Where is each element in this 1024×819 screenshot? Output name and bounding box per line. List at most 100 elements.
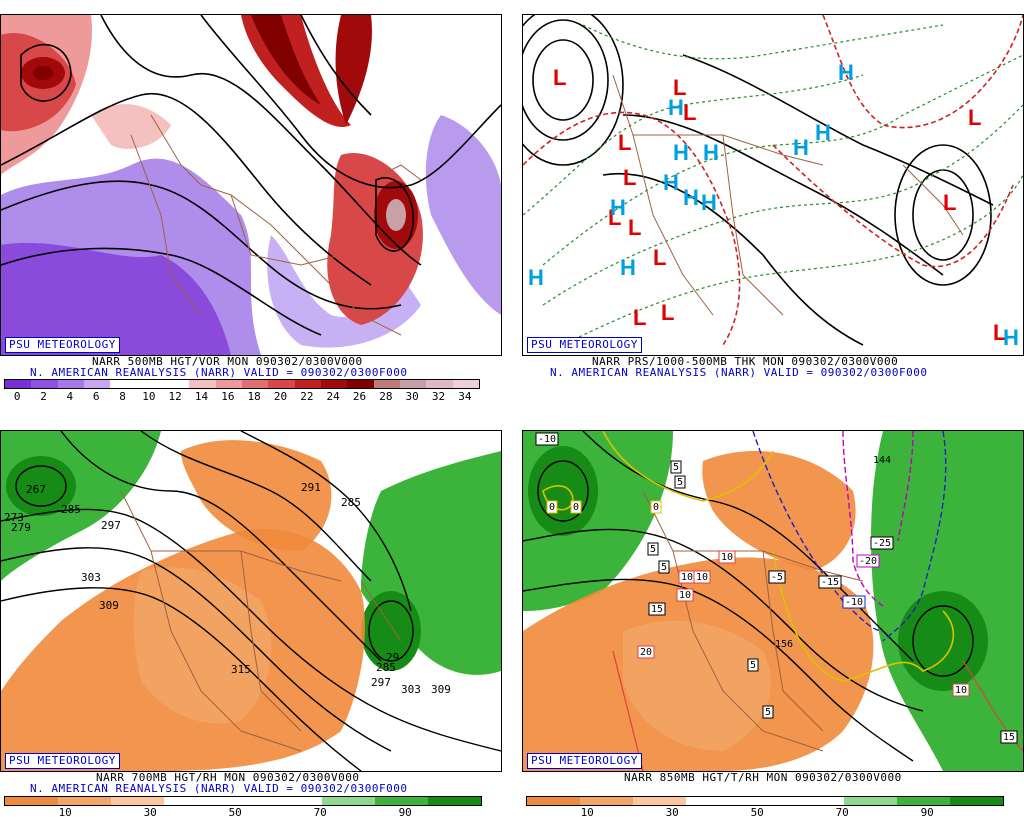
scale-swatch bbox=[216, 797, 270, 805]
scale-label: 10 bbox=[142, 390, 156, 403]
scale-swatch bbox=[136, 380, 163, 388]
svg-text:5: 5 bbox=[765, 707, 771, 718]
svg-text:303: 303 bbox=[401, 683, 421, 696]
rh-color-scale bbox=[4, 796, 482, 806]
svg-text:H: H bbox=[668, 95, 684, 120]
scale-swatch bbox=[162, 380, 190, 388]
scale-swatch bbox=[322, 797, 376, 805]
panel-700mb-hgt-rh: 267 273 279 285 297 291 285 303 309 315 … bbox=[0, 418, 506, 819]
scale-swatch bbox=[897, 797, 951, 805]
scale-swatch bbox=[426, 380, 453, 388]
rh-scale-labels: 10 30 50 70 90 bbox=[4, 806, 480, 819]
svg-text:-20: -20 bbox=[859, 556, 877, 567]
scale-swatch bbox=[527, 797, 580, 805]
scale-swatch bbox=[791, 797, 845, 805]
svg-text:5: 5 bbox=[673, 462, 679, 473]
scale-swatch bbox=[579, 797, 633, 805]
scale-swatch bbox=[373, 380, 400, 388]
brand-badge: PSU METEOROLOGY bbox=[527, 753, 642, 769]
scale-swatch bbox=[5, 380, 32, 388]
svg-text:10: 10 bbox=[696, 572, 708, 583]
panel-title-line1: NARR 500MB HGT/VOR MON 090302/0300V000 bbox=[92, 355, 363, 368]
svg-text:291: 291 bbox=[301, 481, 321, 494]
scale-swatch bbox=[241, 380, 269, 388]
scale-swatch bbox=[294, 380, 321, 388]
svg-text:144: 144 bbox=[873, 455, 891, 466]
panel-title-line1: NARR 850MB HGT/T/RH MON 090302/0300V000 bbox=[624, 771, 902, 784]
svg-text:-10: -10 bbox=[845, 597, 863, 608]
scale-swatch bbox=[57, 797, 111, 805]
svg-text:H: H bbox=[838, 60, 854, 85]
svg-text:273: 273 bbox=[4, 511, 24, 524]
svg-text:297: 297 bbox=[101, 519, 121, 532]
rh-map: 267 273 279 285 297 291 285 303 309 315 … bbox=[1, 431, 501, 771]
scale-swatch bbox=[268, 380, 295, 388]
scale-label: 10 bbox=[58, 806, 72, 819]
scale-label: 2 bbox=[40, 390, 47, 403]
panel-850mb-hgt-t-rh: -10 0 0 0 5 5 5 5 10 10 10 10 15 -5 -15 … bbox=[518, 418, 1024, 819]
panel-500mb-hgt-vor: PSU METEOROLOGY NARR 500MB HGT/VOR MON 0… bbox=[0, 0, 506, 410]
scale-label: 28 bbox=[379, 390, 393, 403]
scale-label: 6 bbox=[92, 390, 100, 403]
scale-label: 22 bbox=[300, 390, 314, 403]
scale-swatch bbox=[452, 380, 479, 388]
svg-text:5: 5 bbox=[750, 660, 756, 671]
svg-text:H: H bbox=[663, 170, 679, 195]
svg-text:L: L bbox=[653, 245, 666, 270]
scale-swatch bbox=[347, 380, 374, 388]
scale-swatch bbox=[215, 380, 242, 388]
svg-text:156: 156 bbox=[775, 639, 793, 650]
temp-rh-map: -10 0 0 0 5 5 5 5 10 10 10 10 15 -5 -15 … bbox=[523, 431, 1023, 771]
map-pressure-thickness: L L L L L L L L L L L L L H H H H H H H bbox=[522, 14, 1024, 356]
scale-swatch bbox=[31, 380, 58, 388]
scale-label: 16 bbox=[221, 390, 235, 403]
svg-text:L: L bbox=[683, 100, 696, 125]
svg-text:297: 297 bbox=[371, 676, 391, 689]
svg-text:H: H bbox=[815, 120, 831, 145]
svg-text:H: H bbox=[701, 190, 717, 215]
svg-text:279: 279 bbox=[11, 521, 31, 534]
svg-text:L: L bbox=[673, 75, 686, 100]
panel-pressure-thickness: L L L L L L L L L L L L L H H H H H H H bbox=[518, 0, 1024, 410]
scale-swatch bbox=[189, 380, 216, 388]
vorticity-color-scale bbox=[4, 379, 480, 389]
rh-scale-labels: 10 30 50 70 90 bbox=[526, 806, 1002, 819]
svg-text:10: 10 bbox=[955, 685, 967, 696]
svg-text:285: 285 bbox=[341, 496, 361, 509]
svg-text:0: 0 bbox=[573, 502, 579, 513]
svg-text:5: 5 bbox=[677, 477, 683, 488]
svg-text:H: H bbox=[703, 140, 719, 165]
scale-label: 18 bbox=[247, 390, 261, 403]
scale-label: 8 bbox=[119, 390, 126, 403]
scale-swatch bbox=[428, 797, 482, 805]
scale-swatch bbox=[950, 797, 1004, 805]
svg-text:29: 29 bbox=[386, 651, 399, 664]
scale-swatch bbox=[57, 380, 84, 388]
scale-swatch bbox=[399, 380, 427, 388]
scale-label: 70 bbox=[835, 806, 849, 819]
vorticity-scale-labels: 0 2 4 6 8 10 12 14 16 18 20 22 24 26 28 30 32 34 bbox=[4, 390, 478, 404]
scale-label: 90 bbox=[920, 806, 934, 819]
svg-text:309: 309 bbox=[99, 599, 119, 612]
rh-color-scale bbox=[526, 796, 1004, 806]
scale-swatch bbox=[110, 380, 137, 388]
scale-label: 32 bbox=[431, 390, 446, 403]
map-700mb: 267 273 279 285 297 291 285 303 309 315 … bbox=[0, 430, 502, 772]
scale-swatch bbox=[738, 797, 792, 805]
svg-text:H: H bbox=[610, 195, 626, 220]
scale-label: 0 bbox=[13, 390, 21, 403]
scale-label: 26 bbox=[352, 390, 367, 403]
svg-text:267: 267 bbox=[26, 483, 46, 496]
panel-title-line2: N. AMERICAN REANALYSIS (NARR) VALID = 09… bbox=[550, 366, 928, 379]
svg-text:L: L bbox=[943, 190, 956, 215]
svg-text:-10: -10 bbox=[538, 434, 556, 445]
svg-text:H: H bbox=[620, 255, 636, 280]
svg-text:285: 285 bbox=[61, 503, 81, 516]
svg-text:L: L bbox=[633, 305, 646, 330]
svg-text:315: 315 bbox=[231, 663, 251, 676]
svg-text:15: 15 bbox=[1003, 732, 1015, 743]
pressure-map: L L L L L L L L L L L L L H H H H H H H bbox=[523, 15, 1023, 355]
svg-text:L: L bbox=[628, 215, 641, 240]
scale-label: 14 bbox=[194, 390, 209, 403]
scale-label: 50 bbox=[228, 806, 242, 819]
